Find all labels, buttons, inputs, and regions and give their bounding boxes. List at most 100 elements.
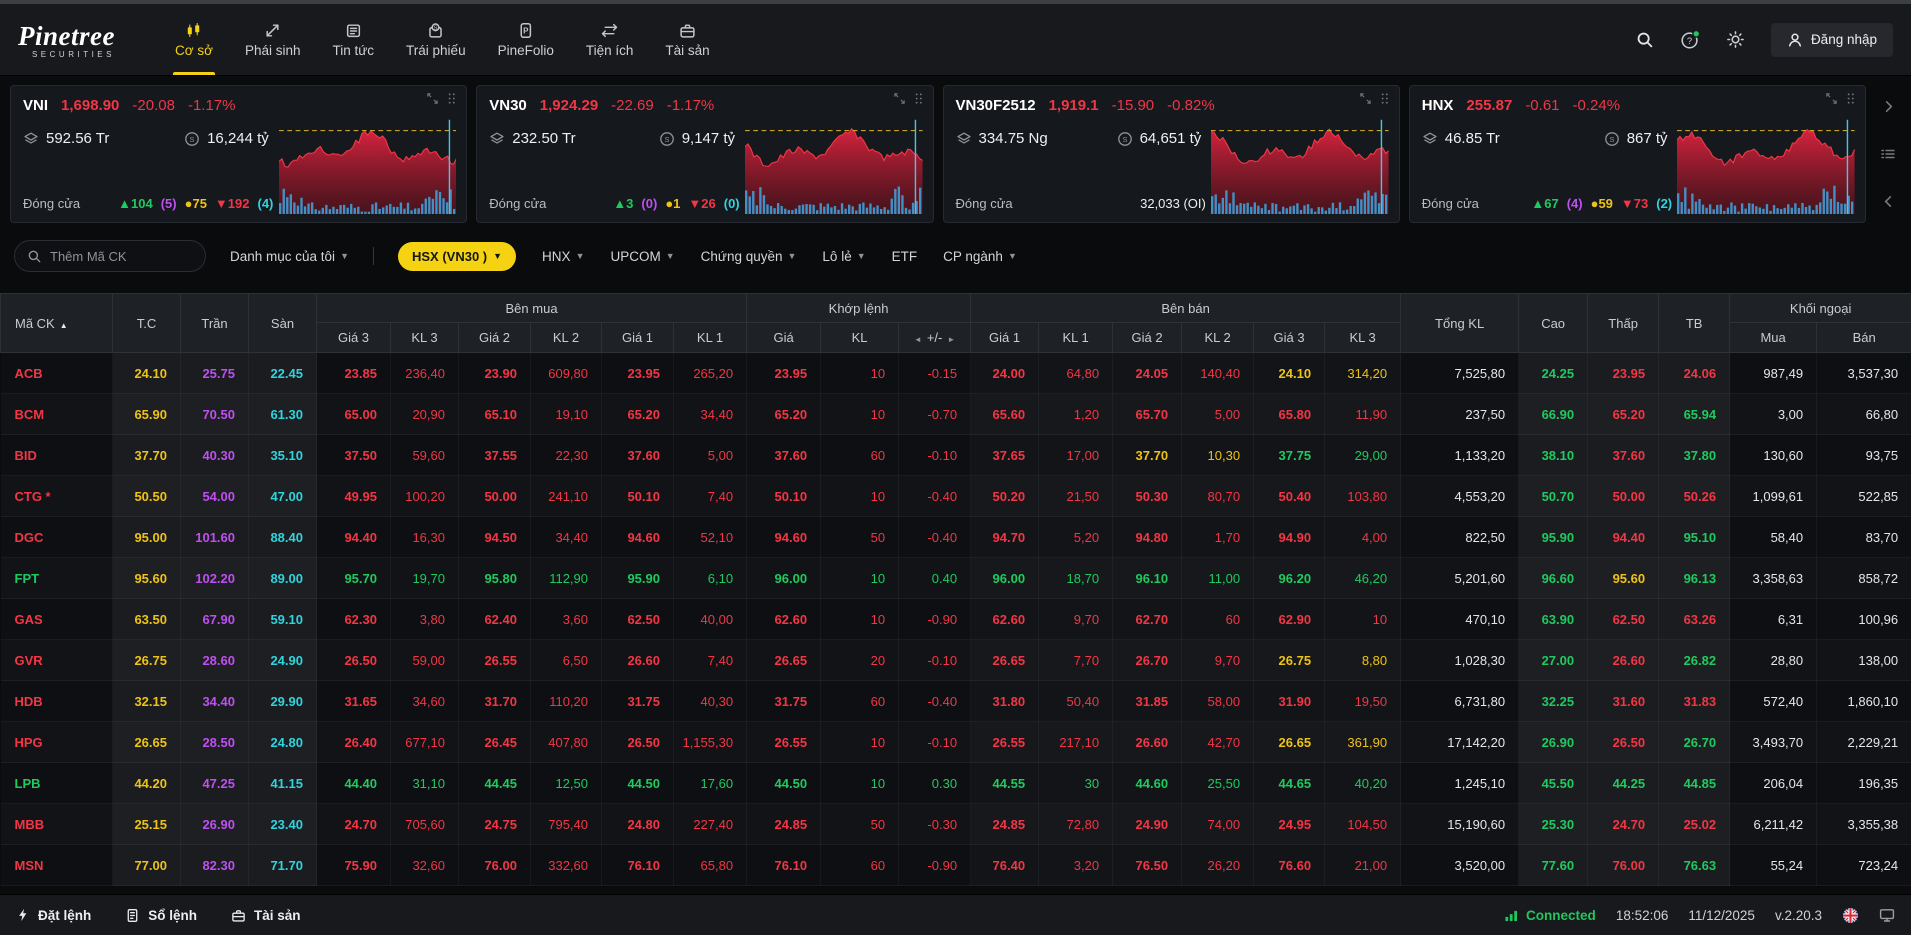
market-tab-cp-ng-nh[interactable]: CP ngành▼ bbox=[943, 249, 1017, 264]
avg-cell: 65.94 bbox=[1659, 394, 1730, 435]
nav-item-news[interactable]: Tin tức bbox=[317, 4, 391, 75]
market-tab-etf[interactable]: ETF bbox=[892, 249, 918, 264]
stock-row-hpg[interactable]: HPG26.6528.5024.8026.40677,1026.45407,80… bbox=[1, 722, 1911, 763]
help-icon[interactable]: ? bbox=[1680, 30, 1700, 50]
floor-price-cell: 61.30 bbox=[249, 394, 317, 435]
index-list-icon[interactable] bbox=[1880, 146, 1896, 162]
ticker-cell[interactable]: MSN bbox=[1, 845, 113, 886]
stock-row-gvr[interactable]: GVR26.7528.6024.9026.5059,0026.556,5026.… bbox=[1, 640, 1911, 681]
stock-row-bid[interactable]: BID37.7040.3035.1037.5059,6037.5522,3037… bbox=[1, 435, 1911, 476]
expand-icon[interactable] bbox=[893, 92, 906, 105]
language-flag-icon[interactable] bbox=[1842, 907, 1859, 924]
search-icon[interactable] bbox=[1636, 31, 1654, 49]
grid-handle-icon[interactable] bbox=[1844, 92, 1857, 105]
grid-handle-icon[interactable] bbox=[445, 92, 458, 105]
foreign-buy-cell: 3,00 bbox=[1730, 394, 1817, 435]
nav-item-bonds[interactable]: STrái phiếu bbox=[390, 4, 482, 75]
market-tab-l-l-[interactable]: Lô lẻ▼ bbox=[822, 249, 865, 264]
session-label: Đóng cửa bbox=[956, 196, 1013, 211]
market-tab-upcom[interactable]: UPCOM▼ bbox=[610, 249, 674, 264]
grid-handle-icon[interactable] bbox=[1378, 92, 1391, 105]
ticker-cell[interactable]: CTG * bbox=[1, 476, 113, 517]
buy-cell: 31.70 bbox=[459, 681, 531, 722]
market-tab-hnx[interactable]: HNX▼ bbox=[542, 249, 584, 264]
stock-row-fpt[interactable]: FPT95.60102.2089.0095.7019,7095.80112,90… bbox=[1, 558, 1911, 599]
ticker-cell[interactable]: ACB bbox=[1, 353, 113, 394]
stock-row-ctg[interactable]: CTG *50.5054.0047.0049.95100,2050.00241,… bbox=[1, 476, 1911, 517]
buy-cell: 26.45 bbox=[459, 722, 531, 763]
low-cell: 26.50 bbox=[1588, 722, 1659, 763]
market-tab-ch-ng-quy-n[interactable]: Chứng quyền▼ bbox=[701, 249, 797, 264]
nav-label: Phái sinh bbox=[245, 43, 301, 58]
turnover-icon: S bbox=[1117, 131, 1133, 147]
watchlist-dropdown[interactable]: Danh mục của tôi ▼ bbox=[230, 249, 349, 264]
buy-cell: 407,80 bbox=[531, 722, 602, 763]
foreign-buy-cell: 572,40 bbox=[1730, 681, 1817, 722]
nav-item-utilities[interactable]: Tiện ích bbox=[570, 4, 650, 75]
sell-cell: 42,70 bbox=[1182, 722, 1254, 763]
foreign-buy-cell: 987,49 bbox=[1730, 353, 1817, 394]
buy-cell: 34,40 bbox=[674, 394, 747, 435]
index-card-hnx[interactable]: HNX255.87-0.61-0.24%46.85 TrS867 tỷĐóng … bbox=[1409, 85, 1866, 223]
buy-cell: 65.20 bbox=[602, 394, 674, 435]
stock-row-lpb[interactable]: LPB44.2047.2541.1544.4031,1044.4512,5044… bbox=[1, 763, 1911, 804]
index-card-vn30[interactable]: VN301,924.29-22.69-1.17%232.50 TrS9,147 … bbox=[476, 85, 933, 223]
app-version: v.2.20.3 bbox=[1775, 908, 1822, 923]
sell-cell: 103,80 bbox=[1325, 476, 1401, 517]
stock-row-acb[interactable]: ACB24.1025.7522.4523.85236,4023.90609,80… bbox=[1, 353, 1911, 394]
search-input[interactable] bbox=[50, 249, 226, 264]
stock-row-dgc[interactable]: DGC95.00101.6088.4094.4016,3094.5034,409… bbox=[1, 517, 1911, 558]
chevron-left-icon[interactable] bbox=[1881, 194, 1896, 209]
market-tab-hsx-vn30-[interactable]: HSX (VN30 )▼ bbox=[398, 242, 516, 271]
assets-button[interactable]: Tài sản bbox=[231, 908, 301, 923]
nav-item-pinefolio[interactable]: PPineFolio bbox=[482, 4, 570, 75]
ticker-cell[interactable]: MBB bbox=[1, 804, 113, 845]
add-symbol-search[interactable] bbox=[14, 240, 206, 272]
ceiling-price-cell: 28.50 bbox=[181, 722, 249, 763]
stock-row-bcm[interactable]: BCM65.9070.5061.3065.0020,9065.1019,1065… bbox=[1, 394, 1911, 435]
place-order-button[interactable]: Đặt lệnh bbox=[16, 908, 91, 923]
index-card-vni[interactable]: VNI1,698.90-20.08-1.17%592.56 TrS16,244 … bbox=[10, 85, 467, 223]
match-cell: -0.10 bbox=[899, 435, 971, 476]
monitor-icon[interactable] bbox=[1879, 907, 1895, 923]
ticker-cell[interactable]: HDB bbox=[1, 681, 113, 722]
next-columns-icon[interactable]: ► bbox=[942, 335, 960, 344]
ticker-cell[interactable]: LPB bbox=[1, 763, 113, 804]
nav-item-candles[interactable]: Cơ sở bbox=[159, 4, 229, 75]
order-book-button[interactable]: Sổ lệnh bbox=[125, 908, 197, 923]
expand-icon[interactable] bbox=[1825, 92, 1838, 105]
chevron-right-icon[interactable] bbox=[1881, 99, 1896, 114]
prev-columns-icon[interactable]: ◄ bbox=[909, 335, 927, 344]
nav-item-derivatives[interactable]: Phái sinh bbox=[229, 4, 317, 75]
buy-cell: 94.50 bbox=[459, 517, 531, 558]
ticker-cell[interactable]: BCM bbox=[1, 394, 113, 435]
match-cell: 76.10 bbox=[747, 845, 821, 886]
expand-icon[interactable] bbox=[426, 92, 439, 105]
stock-row-hdb[interactable]: HDB32.1534.4029.9031.6534,6031.70110,203… bbox=[1, 681, 1911, 722]
sell-cell: 50.40 bbox=[1254, 476, 1325, 517]
ticker-cell[interactable]: GAS bbox=[1, 599, 113, 640]
group-foreign: Khối ngoại bbox=[1730, 294, 1911, 323]
expand-icon[interactable] bbox=[1359, 92, 1372, 105]
match-cell: 26.65 bbox=[747, 640, 821, 681]
col-sell-vol1: KL 1 bbox=[1039, 323, 1113, 353]
sell-cell: 94.80 bbox=[1113, 517, 1182, 558]
ticker-cell[interactable]: GVR bbox=[1, 640, 113, 681]
col-symbol[interactable]: Mã CK▲ bbox=[1, 294, 113, 353]
login-button[interactable]: Đăng nhập bbox=[1771, 23, 1893, 57]
grid-handle-icon[interactable] bbox=[912, 92, 925, 105]
total-volume-cell: 5,201,60 bbox=[1401, 558, 1519, 599]
nav-item-assets[interactable]: Tài sản bbox=[649, 4, 725, 75]
ticker-cell[interactable]: FPT bbox=[1, 558, 113, 599]
ticker-cell[interactable]: HPG bbox=[1, 722, 113, 763]
stock-row-msn[interactable]: MSN77.0082.3071.7075.9032,6076.00332,607… bbox=[1, 845, 1911, 886]
low-cell: 37.60 bbox=[1588, 435, 1659, 476]
ticker-cell[interactable]: BID bbox=[1, 435, 113, 476]
display-settings-icon[interactable] bbox=[1726, 30, 1745, 49]
buy-cell: 62.30 bbox=[317, 599, 391, 640]
brand-logo[interactable]: Pinetree SECURITIES bbox=[18, 4, 115, 75]
index-card-vn30f2512[interactable]: VN30F25121,919.1-15.90-0.82%334.75 NgS64… bbox=[943, 85, 1400, 223]
ticker-cell[interactable]: DGC bbox=[1, 517, 113, 558]
stock-row-mbb[interactable]: MBB25.1526.9023.4024.70705,6024.75795,40… bbox=[1, 804, 1911, 845]
stock-row-gas[interactable]: GAS63.5067.9059.1062.303,8062.403,6062.5… bbox=[1, 599, 1911, 640]
